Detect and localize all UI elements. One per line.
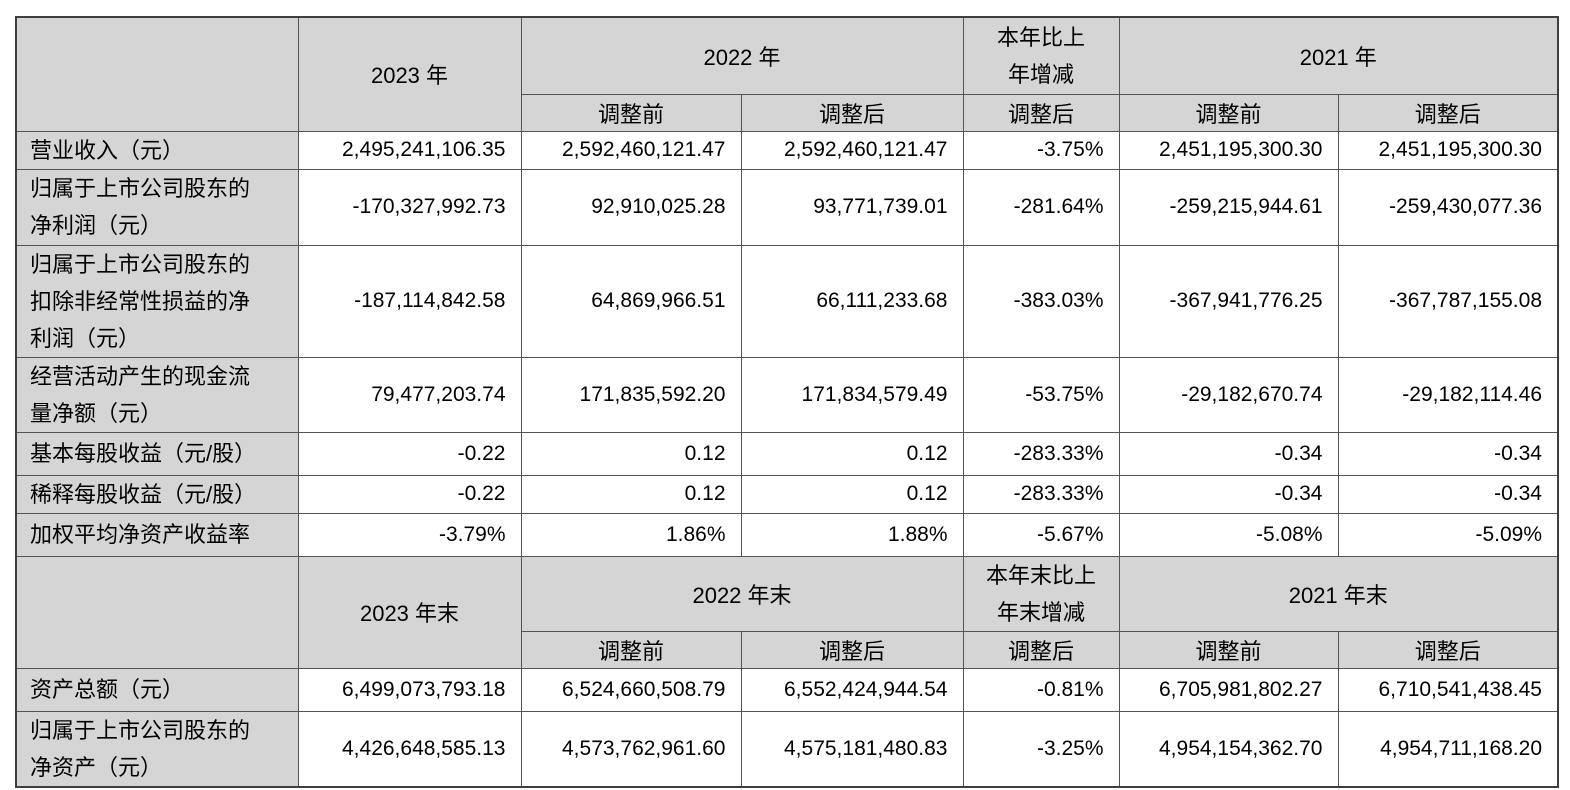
cell-value: -259,215,944.61 [1118,168,1339,246]
row-label: 基本每股收益（元/股） [15,431,299,476]
table-row: 资产总额（元） 6,499,073,793.18 6,524,660,508.7… [15,667,1559,712]
cell-value: -3.79% [297,512,522,557]
table-row: 加权平均净资产收益率 -3.79% 1.86% 1.88% -5.67% -5.… [15,512,1559,557]
header-row-adjust: 调整前 调整后 调整后 调整前 调整后 [16,93,1559,132]
cell-value: -259,430,077.36 [1337,168,1559,246]
header-2022-end-before: 调整前 [520,630,742,669]
header-2021-end: 2021 年末 [1118,555,1559,632]
table-row: 稀释每股收益（元/股） -0.22 0.12 0.12 -283.33% -0.… [15,474,1559,514]
cell-value: -0.34 [1337,431,1559,476]
header-change-end: 本年末比上 年末增减 [962,555,1120,632]
header-change-after: 调整后 [962,93,1120,132]
cell-value: -0.34 [1118,431,1339,476]
cell-value: 171,834,579.49 [740,356,964,433]
cell-value: -53.75% [962,356,1120,433]
table-row: 营业收入（元） 2,495,241,106.35 2,592,460,121.4… [15,130,1559,170]
table-row: 归属于上市公司股东的 扣除非经常性损益的净 利润（元） -187,114,842… [15,244,1559,358]
row-label: 加权平均净资产收益率 [15,512,299,557]
cell-value: -3.25% [962,710,1120,787]
cell-value: 1.88% [740,512,964,557]
cell-value: 6,524,660,508.79 [520,667,742,712]
cell-value: -283.33% [962,474,1120,514]
row-label: 归属于上市公司股东的 扣除非经常性损益的净 利润（元） [15,244,299,358]
row-label: 归属于上市公司股东的 净资产（元） [15,710,299,787]
header-2021-after: 调整后 [1337,93,1559,132]
cell-value: 6,499,073,793.18 [297,667,522,712]
cell-value: -0.22 [297,431,522,476]
row-label: 稀释每股收益（元/股） [15,474,299,514]
cell-value: -383.03% [962,244,1120,358]
cell-value: -29,182,114.46 [1337,356,1559,433]
cell-value: 79,477,203.74 [297,356,522,433]
cell-value: -367,941,776.25 [1118,244,1339,358]
cell-value: -281.64% [962,168,1120,246]
cell-value: -187,114,842.58 [297,244,522,358]
cell-value: 4,426,648,585.13 [297,710,522,787]
header-2022-end: 2022 年末 [520,555,964,632]
header-2023-end: 2023 年末 [297,555,522,669]
row-label: 资产总额（元） [15,667,299,712]
header-row-annual: 2023 年 2022 年 本年比上 年增减 2021 年 [15,16,1559,132]
financial-summary: 2023 年 2022 年 本年比上 年增减 2021 年 调整前 调整后 调整… [15,16,1559,788]
cell-value: 6,710,541,438.45 [1337,667,1559,712]
cell-value: 4,954,711,168.20 [1337,710,1559,787]
cell-value: 0.12 [740,474,964,514]
cell-value: 2,451,195,300.30 [1118,130,1339,170]
cell-value: 0.12 [520,431,742,476]
row-label: 营业收入（元） [15,130,299,170]
cell-value: -367,787,155.08 [1337,244,1559,358]
header-change-end-after: 调整后 [962,630,1120,669]
header-2022-after: 调整后 [740,93,964,132]
cell-value: 2,592,460,121.47 [740,130,964,170]
cell-value: -283.33% [962,431,1120,476]
corner-cell [15,16,299,132]
table-row: 归属于上市公司股东的 净资产（元） 4,426,648,585.13 4,573… [15,710,1559,787]
header-change: 本年比上 年增减 [962,16,1120,95]
cell-value: -5.08% [1118,512,1339,557]
cell-value: 6,552,424,944.54 [740,667,964,712]
cell-value: 1.86% [520,512,742,557]
row-label: 经营活动产生的现金流 量净额（元） [15,356,299,433]
cell-value: 92,910,025.28 [520,168,742,246]
header-2022: 2022 年 [520,16,964,95]
financial-summary-table: 2023 年 2022 年 本年比上 年增减 2021 年 调整前 调整后 调整… [15,16,1559,788]
header-row-yearend: 2023 年末 2022 年末 本年末比上 年末增减 2021 年末 [15,555,1559,669]
cell-value: -3.75% [962,130,1120,170]
table-row: 经营活动产生的现金流 量净额（元） 79,477,203.74 171,835,… [15,356,1559,433]
cell-value: -5.09% [1337,512,1559,557]
header-2021-end-before: 调整前 [1118,630,1339,669]
cell-value: 2,451,195,300.30 [1337,130,1559,170]
cell-value: 0.12 [740,431,964,476]
cell-value: 0.12 [520,474,742,514]
header-2022-end-after: 调整后 [740,630,964,669]
cell-value: -29,182,670.74 [1118,356,1339,433]
cell-value: 93,771,739.01 [740,168,964,246]
cell-value: -0.81% [962,667,1120,712]
cell-value: -5.67% [962,512,1120,557]
header-2021-end-after: 调整后 [1337,630,1559,669]
cell-value: 4,573,762,961.60 [520,710,742,787]
cell-value: 6,705,981,802.27 [1118,667,1339,712]
table-row: 归属于上市公司股东的 净利润（元） -170,327,992.73 92,910… [15,168,1559,246]
header-row-adjust-end: 调整前 调整后 调整后 调整前 调整后 [16,630,1559,669]
cell-value: 66,111,233.68 [740,244,964,358]
cell-value: -0.34 [1118,474,1339,514]
table-row: 基本每股收益（元/股） -0.22 0.12 0.12 -283.33% -0.… [15,431,1559,476]
row-label: 归属于上市公司股东的 净利润（元） [15,168,299,246]
cell-value: 4,575,181,480.83 [740,710,964,787]
cell-value: -170,327,992.73 [297,168,522,246]
cell-value: -0.22 [297,474,522,514]
cell-value: 171,835,592.20 [520,356,742,433]
cell-value: 4,954,154,362.70 [1118,710,1339,787]
header-2021: 2021 年 [1118,16,1559,95]
corner-cell [15,555,299,669]
cell-value: -0.34 [1337,474,1559,514]
header-2023: 2023 年 [297,16,522,132]
cell-value: 2,592,460,121.47 [520,130,742,170]
header-2022-before: 调整前 [520,93,742,132]
cell-value: 2,495,241,106.35 [297,130,522,170]
header-2021-before: 调整前 [1118,93,1339,132]
cell-value: 64,869,966.51 [520,244,742,358]
